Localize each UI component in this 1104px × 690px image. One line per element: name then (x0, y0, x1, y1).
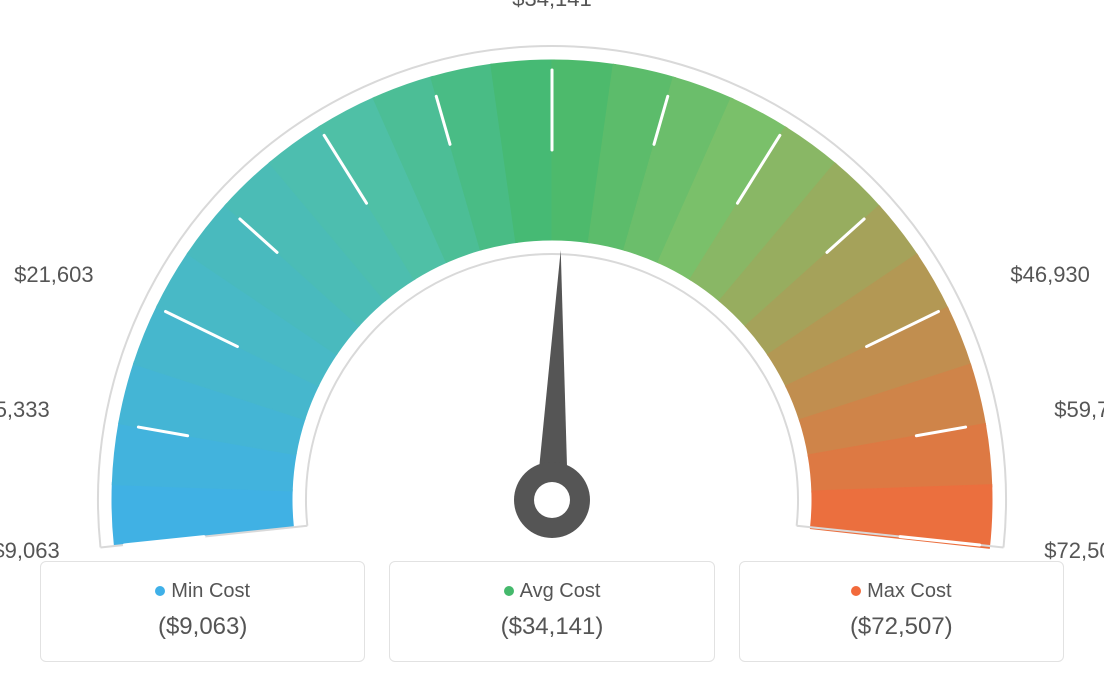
legend-min-title: Min Cost (53, 580, 352, 603)
legend-max-title-text: Max Cost (867, 580, 951, 602)
gauge-chart: $9,063$15,333$21,603$34,141$46,930$59,71… (0, 0, 1104, 560)
legend-avg-dot-icon (504, 586, 514, 596)
gauge-tick-label: $15,333 (0, 397, 50, 423)
legend-max: Max Cost ($72,507) (739, 561, 1064, 662)
gauge-tick-label: $46,930 (1010, 262, 1090, 288)
legend-min: Min Cost ($9,063) (40, 561, 365, 662)
legend-avg-title-text: Avg Cost (520, 580, 601, 602)
legend-min-title-text: Min Cost (171, 580, 250, 602)
legend-max-title: Max Cost (752, 580, 1051, 603)
legend-max-dot-icon (851, 586, 861, 596)
legend-min-dot-icon (155, 586, 165, 596)
gauge-tick-label: $72,507 (1044, 538, 1104, 564)
legend-avg-value: ($34,141) (402, 613, 701, 641)
gauge-tick-label: $21,603 (14, 262, 94, 288)
gauge-tick-label: $9,063 (0, 538, 60, 564)
legend-max-value: ($72,507) (752, 613, 1051, 641)
gauge-tick-label: $59,719 (1054, 397, 1104, 423)
legend-row: Min Cost ($9,063) Avg Cost ($34,141) Max… (40, 561, 1064, 662)
legend-min-value: ($9,063) (53, 613, 352, 641)
legend-avg-title: Avg Cost (402, 580, 701, 603)
gauge-tick-label: $34,141 (512, 0, 592, 12)
gauge-svg (0, 0, 1104, 560)
legend-avg: Avg Cost ($34,141) (389, 561, 714, 662)
